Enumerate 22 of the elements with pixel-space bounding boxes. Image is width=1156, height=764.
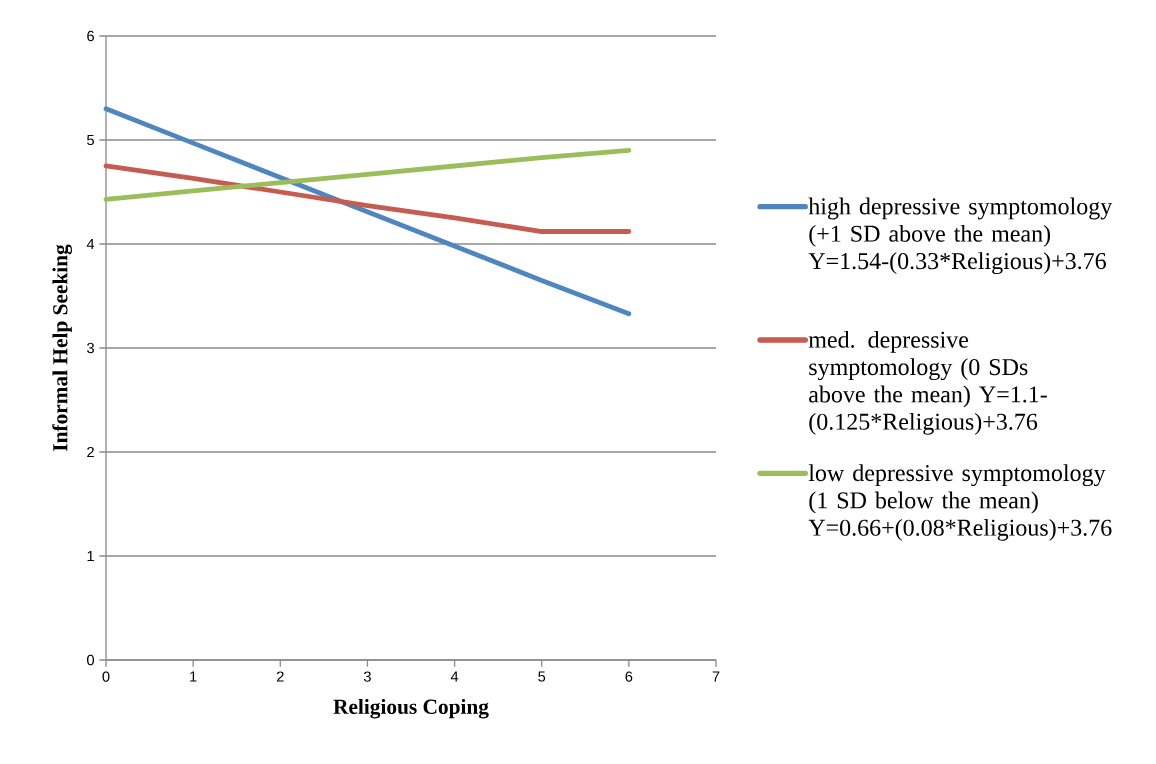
- x-tick-label: 0: [102, 671, 110, 682]
- x-tick-label: 1: [190, 671, 197, 682]
- x-axis-title: Religious Coping: [333, 698, 489, 719]
- y-tick-label: 3: [87, 342, 94, 354]
- line-series: [103, 148, 632, 202]
- y-tick-label: 2: [87, 446, 94, 458]
- y-tick-label: 1: [87, 550, 94, 562]
- x-tick-label: 7: [712, 671, 720, 682]
- y-tick-label: 6: [87, 30, 94, 42]
- y-tick-label: 5: [87, 134, 94, 146]
- x-tick-label: 4: [450, 671, 459, 682]
- legend-label: high depressive symptomology (+1 SD above the mean) Y=1.54-(0.33*Religious)+3.76: [808, 197, 1113, 275]
- y-axis-title: Informal Help Seeking: [52, 244, 72, 451]
- x-tick-label: 6: [625, 671, 633, 682]
- x-tick-label: 5: [538, 671, 546, 682]
- y-tick-label: 4: [86, 238, 95, 250]
- legend-label: low depressive symptomology (1 SD below the mean) Y=0.66+(0.08*Religious)+3.76: [808, 464, 1112, 541]
- y-tick-label: 0: [87, 654, 95, 666]
- x-tick-label: 3: [363, 671, 371, 682]
- legend-label: med. depressive symptomology (0 SDs above the mean) Y=1.1-(0.125*Religious)+3.76: [808, 330, 1047, 435]
- x-tick-label: 2: [276, 671, 284, 682]
- line-series: [103, 163, 632, 234]
